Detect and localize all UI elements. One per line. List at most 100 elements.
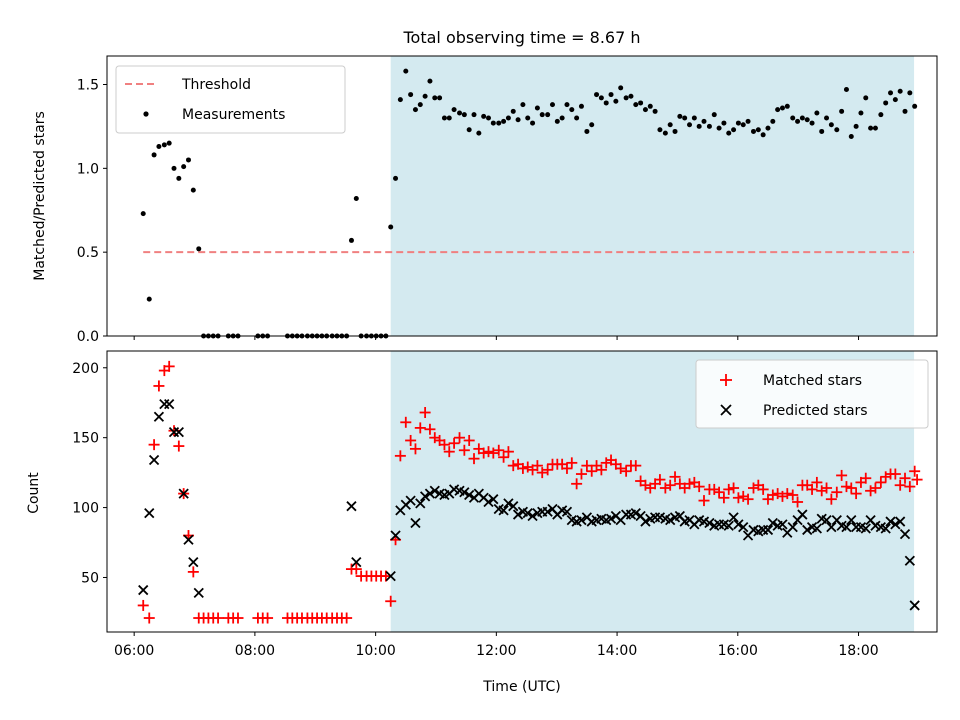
predicted-star-stroke bbox=[498, 505, 509, 516]
predicted-star-stroke bbox=[508, 501, 519, 512]
matched-star-point bbox=[811, 476, 823, 488]
matched-star-point bbox=[860, 472, 872, 484]
measurement-point bbox=[657, 127, 663, 133]
measurement-point bbox=[731, 127, 737, 133]
bottom-legend-box bbox=[695, 359, 929, 429]
predicted-star-stroke bbox=[434, 488, 445, 499]
x-tick-label: 06:00 bbox=[114, 643, 154, 659]
measurement-point bbox=[422, 93, 428, 99]
measurement-point bbox=[549, 102, 555, 108]
measurement-point bbox=[839, 108, 845, 114]
measurement-point bbox=[740, 122, 746, 128]
measurement-point bbox=[176, 175, 182, 181]
measurement-point bbox=[594, 92, 600, 98]
measurement-point bbox=[755, 127, 761, 133]
matched-star-point bbox=[806, 483, 818, 495]
predicted-star-stroke bbox=[454, 485, 465, 496]
predicted-star-stroke bbox=[909, 600, 920, 611]
measurement-point bbox=[171, 165, 177, 171]
predicted-star-stroke bbox=[635, 510, 646, 522]
measurement-point bbox=[809, 120, 815, 126]
measurement-point bbox=[647, 103, 653, 109]
matched-star-point bbox=[137, 599, 149, 611]
predicted-star-stroke bbox=[836, 520, 847, 531]
measurement-point bbox=[735, 120, 741, 126]
predicted-star-stroke bbox=[797, 509, 808, 520]
predicted-star-stroke bbox=[542, 506, 553, 517]
measurement-point bbox=[559, 115, 565, 121]
matched-star-point bbox=[232, 612, 244, 624]
measurement-point bbox=[476, 130, 482, 136]
measurement-point bbox=[515, 117, 521, 123]
predicted-star-stroke bbox=[488, 494, 499, 505]
matched-star-point bbox=[438, 439, 450, 451]
y-tick-label: 1.5 bbox=[77, 78, 99, 94]
measurement-point bbox=[623, 95, 629, 101]
predicted-star-stroke bbox=[630, 508, 641, 519]
predicted-star-stroke bbox=[841, 522, 852, 533]
measurement-point bbox=[618, 85, 624, 91]
measurement-point bbox=[784, 103, 790, 109]
top-y-axis-label: Matched/Predicted stars bbox=[32, 111, 48, 281]
x-tick-label: 12:00 bbox=[476, 643, 516, 659]
measurement-point bbox=[834, 127, 840, 133]
measurement-point bbox=[775, 107, 781, 113]
predicted-star-stroke bbox=[561, 506, 573, 517]
matched-star-point bbox=[531, 460, 543, 472]
measurement-point bbox=[437, 95, 443, 101]
measurement-point bbox=[628, 93, 634, 99]
measurement-point bbox=[151, 152, 157, 158]
matched-star-point bbox=[787, 489, 799, 501]
matched-star-point bbox=[575, 468, 587, 480]
measurement-point bbox=[451, 107, 457, 113]
predicted-star-point bbox=[542, 506, 553, 517]
predicted-star-stroke bbox=[811, 523, 823, 534]
matched-star-point bbox=[163, 360, 175, 372]
measurement-point bbox=[760, 132, 766, 138]
predicted-star-point bbox=[527, 510, 538, 522]
predicted-star-stroke bbox=[821, 515, 832, 526]
x-tick-label: 16:00 bbox=[718, 643, 758, 659]
measurement-point bbox=[892, 97, 898, 103]
predicted-star-stroke bbox=[694, 515, 705, 526]
predicted-star-point bbox=[630, 508, 641, 519]
predicted-star-stroke bbox=[596, 513, 607, 524]
measurement-point bbox=[185, 157, 191, 163]
measurement-point bbox=[408, 92, 414, 98]
matched-star-point bbox=[262, 612, 274, 624]
series-plus-group bbox=[137, 360, 923, 624]
measurement-point bbox=[878, 112, 884, 118]
predicted-star-point bbox=[193, 587, 204, 598]
measurement-point bbox=[814, 110, 820, 116]
predicted-star-point bbox=[415, 498, 426, 509]
predicted-star-stroke bbox=[459, 487, 470, 498]
matched-star-point bbox=[385, 595, 397, 607]
matched-star-point bbox=[909, 465, 921, 477]
predicted-star-point bbox=[797, 509, 808, 520]
predicted-star-stroke bbox=[684, 515, 695, 526]
predicted-star-stroke bbox=[527, 510, 538, 522]
observing-interval-shade bbox=[390, 56, 915, 336]
measurement-point bbox=[525, 115, 531, 121]
matched-star-point bbox=[566, 457, 578, 469]
predicted-star-stroke bbox=[193, 587, 204, 598]
measurement-point bbox=[819, 128, 825, 134]
predicted-star-point bbox=[138, 584, 149, 596]
matched-star-point bbox=[869, 482, 881, 494]
predicted-star-stroke bbox=[547, 503, 558, 515]
matched-star-point bbox=[825, 493, 837, 505]
matched-star-point bbox=[212, 612, 224, 624]
predicted-star-stroke bbox=[178, 488, 189, 499]
matched-star-point bbox=[742, 493, 754, 505]
predicted-star-stroke bbox=[522, 508, 533, 519]
predicted-star-point bbox=[826, 522, 837, 533]
matched-star-point bbox=[713, 486, 725, 498]
matched-star-point bbox=[517, 462, 529, 474]
predicted-star-point bbox=[576, 515, 587, 526]
y-tick-label: 1.0 bbox=[77, 161, 99, 177]
predicted-star-point bbox=[561, 506, 573, 517]
measurement-point bbox=[853, 123, 859, 129]
legend-threshold-label: Threshold bbox=[181, 77, 251, 93]
matched-star-point bbox=[728, 482, 740, 494]
legend-matched-label: Matched stars bbox=[763, 373, 862, 389]
